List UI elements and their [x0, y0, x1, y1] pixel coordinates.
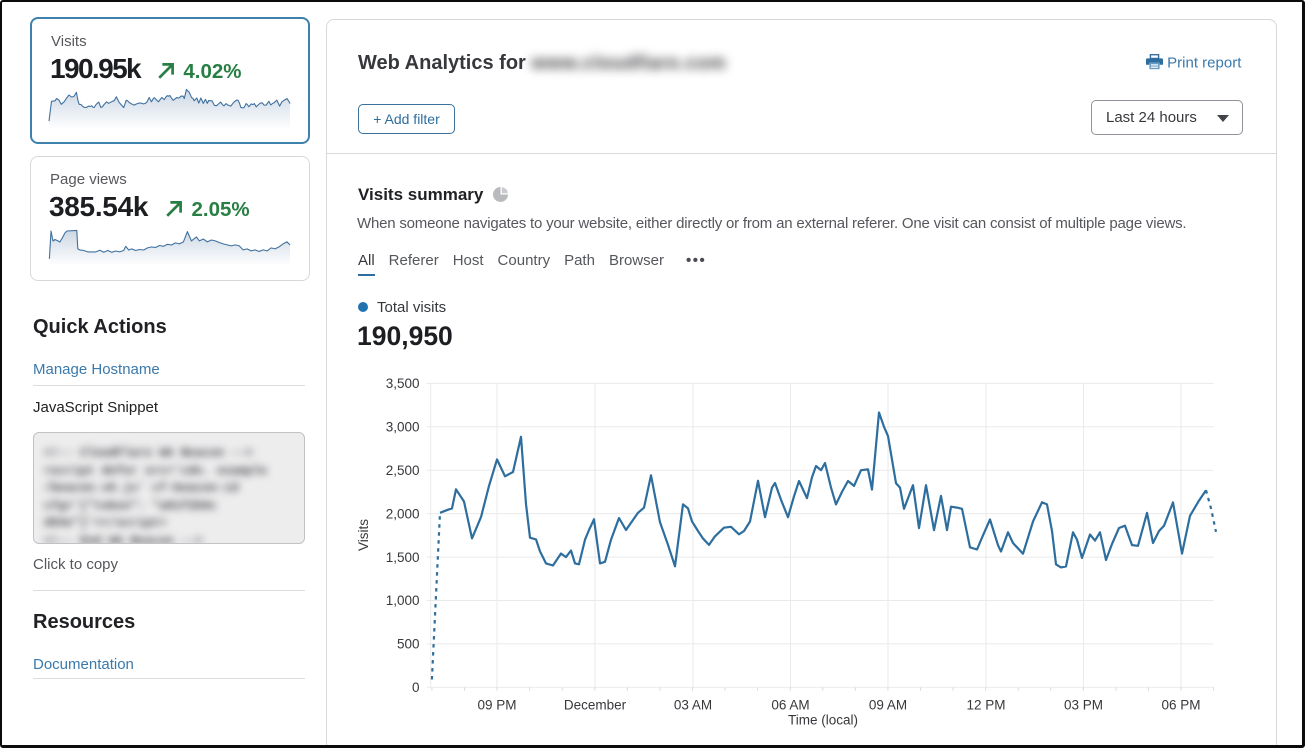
svg-text:03 PM: 03 PM: [1064, 698, 1103, 713]
svg-text:2,500: 2,500: [386, 463, 420, 478]
svg-text:Time (local): Time (local): [788, 713, 858, 728]
svg-text:1,000: 1,000: [386, 593, 420, 608]
svg-text:09 PM: 09 PM: [477, 698, 516, 713]
svg-text:3,500: 3,500: [386, 376, 420, 391]
svg-text:3,000: 3,000: [386, 420, 420, 435]
svg-text:2,000: 2,000: [386, 506, 420, 521]
svg-text:03 AM: 03 AM: [674, 698, 712, 713]
svg-text:December: December: [564, 698, 627, 713]
svg-text:12 PM: 12 PM: [966, 698, 1005, 713]
svg-text:500: 500: [397, 637, 420, 652]
svg-text:0: 0: [412, 680, 420, 695]
svg-text:1,500: 1,500: [386, 550, 420, 565]
svg-text:06 PM: 06 PM: [1161, 698, 1200, 713]
svg-text:Visits: Visits: [356, 519, 371, 551]
svg-text:09 AM: 09 AM: [869, 698, 907, 713]
svg-text:06 AM: 06 AM: [771, 698, 809, 713]
